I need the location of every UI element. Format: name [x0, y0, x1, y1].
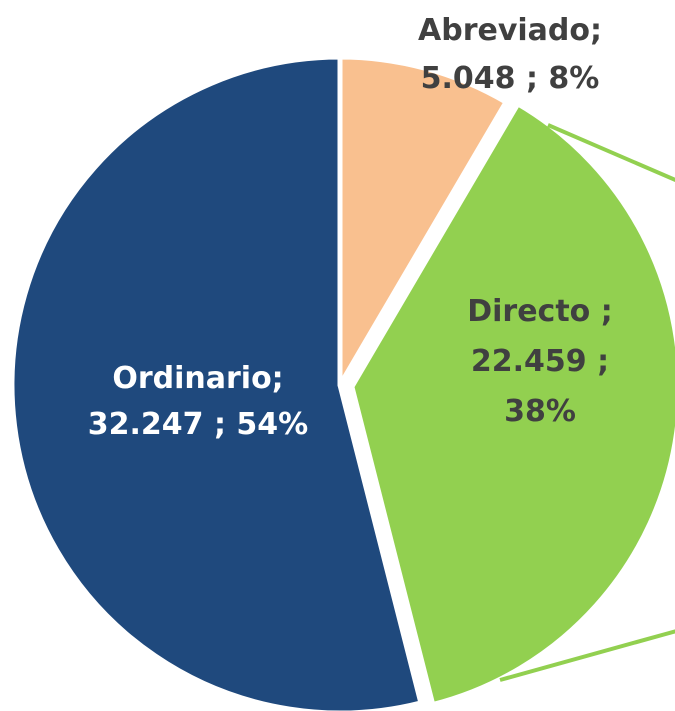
label-value: 5.048 ; 8% — [420, 61, 600, 96]
label-value: 22.459 ; 38% — [470, 344, 610, 429]
label-value: 32.247 ; 54% — [87, 407, 309, 442]
data-label: Abreviado; 5.048 ; 8% — [390, 7, 630, 103]
pie-slice — [337, 54, 509, 388]
data-label: Ordinario; 32.247 ; 54% — [68, 356, 328, 448]
connector-line — [547, 123, 675, 183]
pie-slice — [349, 101, 675, 708]
pie-slice — [9, 54, 424, 711]
data-label: Directo ; 22.459 ; 38% — [450, 287, 630, 437]
label-name: Directo ; — [467, 294, 613, 329]
label-name: Ordinario; — [112, 361, 284, 396]
connector-line — [499, 629, 675, 682]
label-name: Abreviado; — [418, 13, 602, 48]
